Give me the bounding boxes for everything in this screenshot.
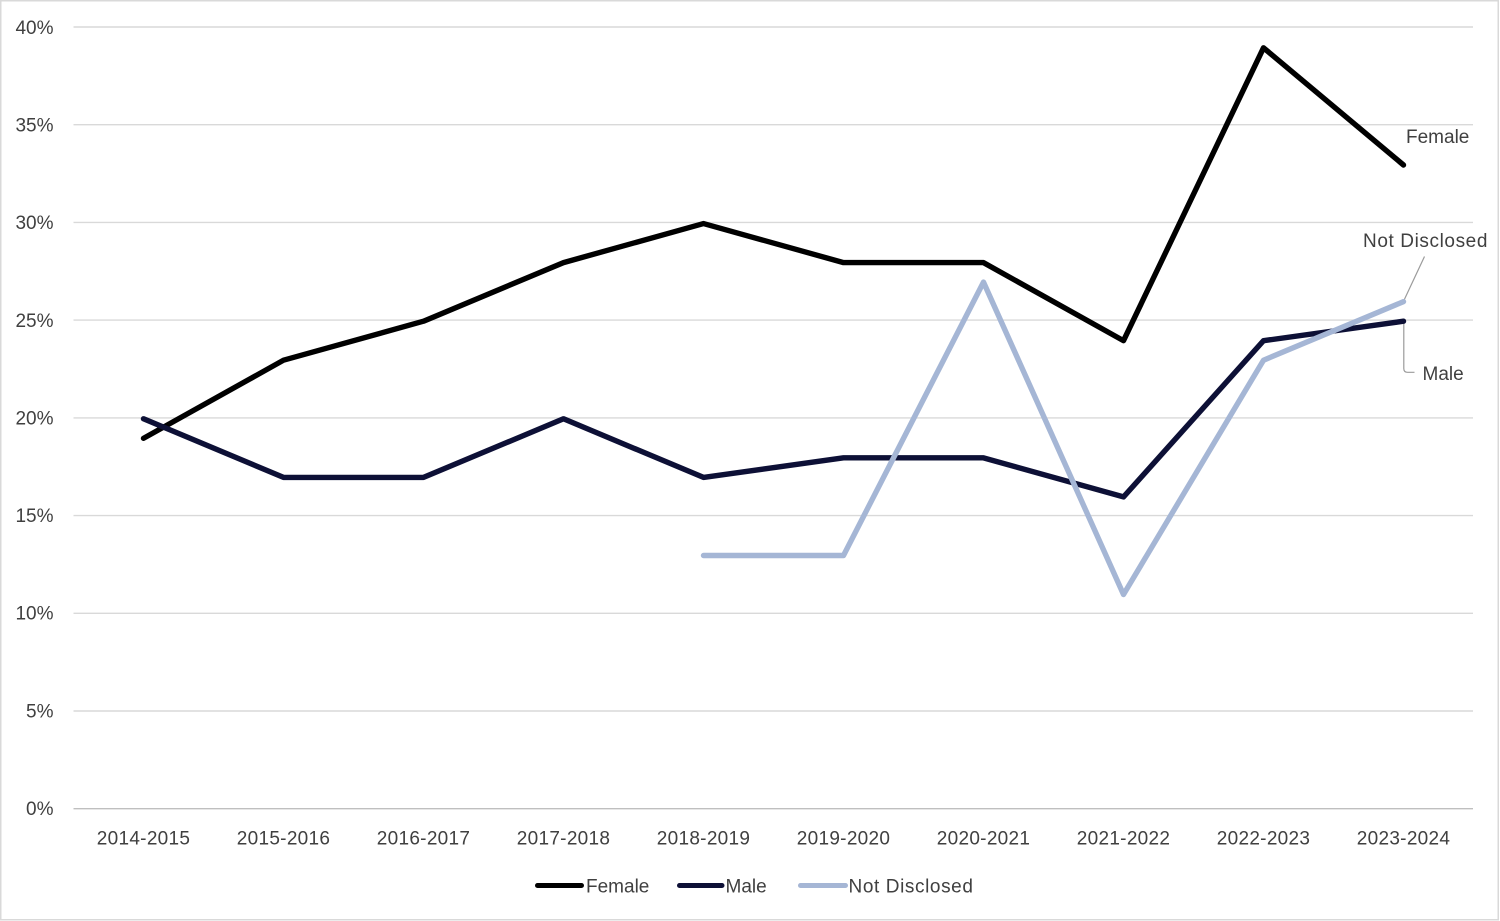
svg-text:2018-2019: 2018-2019 — [657, 828, 751, 849]
svg-text:5%: 5% — [26, 701, 54, 722]
svg-text:Female: Female — [1406, 127, 1469, 148]
svg-text:2022-2023: 2022-2023 — [1217, 828, 1311, 849]
svg-text:2023-2024: 2023-2024 — [1357, 828, 1451, 849]
svg-text:Not Disclosed: Not Disclosed — [1363, 231, 1488, 252]
svg-text:2017-2018: 2017-2018 — [517, 828, 611, 849]
svg-text:2016-2017: 2016-2017 — [377, 828, 471, 849]
svg-text:25%: 25% — [15, 311, 53, 332]
svg-text:10%: 10% — [15, 604, 53, 625]
svg-text:35%: 35% — [15, 116, 53, 137]
svg-text:2021-2022: 2021-2022 — [1077, 828, 1171, 849]
svg-text:30%: 30% — [15, 213, 53, 234]
svg-text:Male: Male — [1423, 364, 1464, 385]
svg-text:2019-2020: 2019-2020 — [797, 828, 891, 849]
svg-text:40%: 40% — [15, 18, 53, 39]
svg-text:20%: 20% — [15, 408, 53, 429]
svg-text:2020-2021: 2020-2021 — [937, 828, 1031, 849]
svg-text:15%: 15% — [15, 506, 53, 527]
svg-text:Female: Female — [586, 876, 649, 897]
svg-text:Male: Male — [726, 876, 767, 897]
svg-text:2015-2016: 2015-2016 — [237, 828, 331, 849]
svg-text:0%: 0% — [26, 799, 54, 820]
svg-text:Not Disclosed: Not Disclosed — [849, 876, 974, 897]
svg-text:2014-2015: 2014-2015 — [97, 828, 191, 849]
